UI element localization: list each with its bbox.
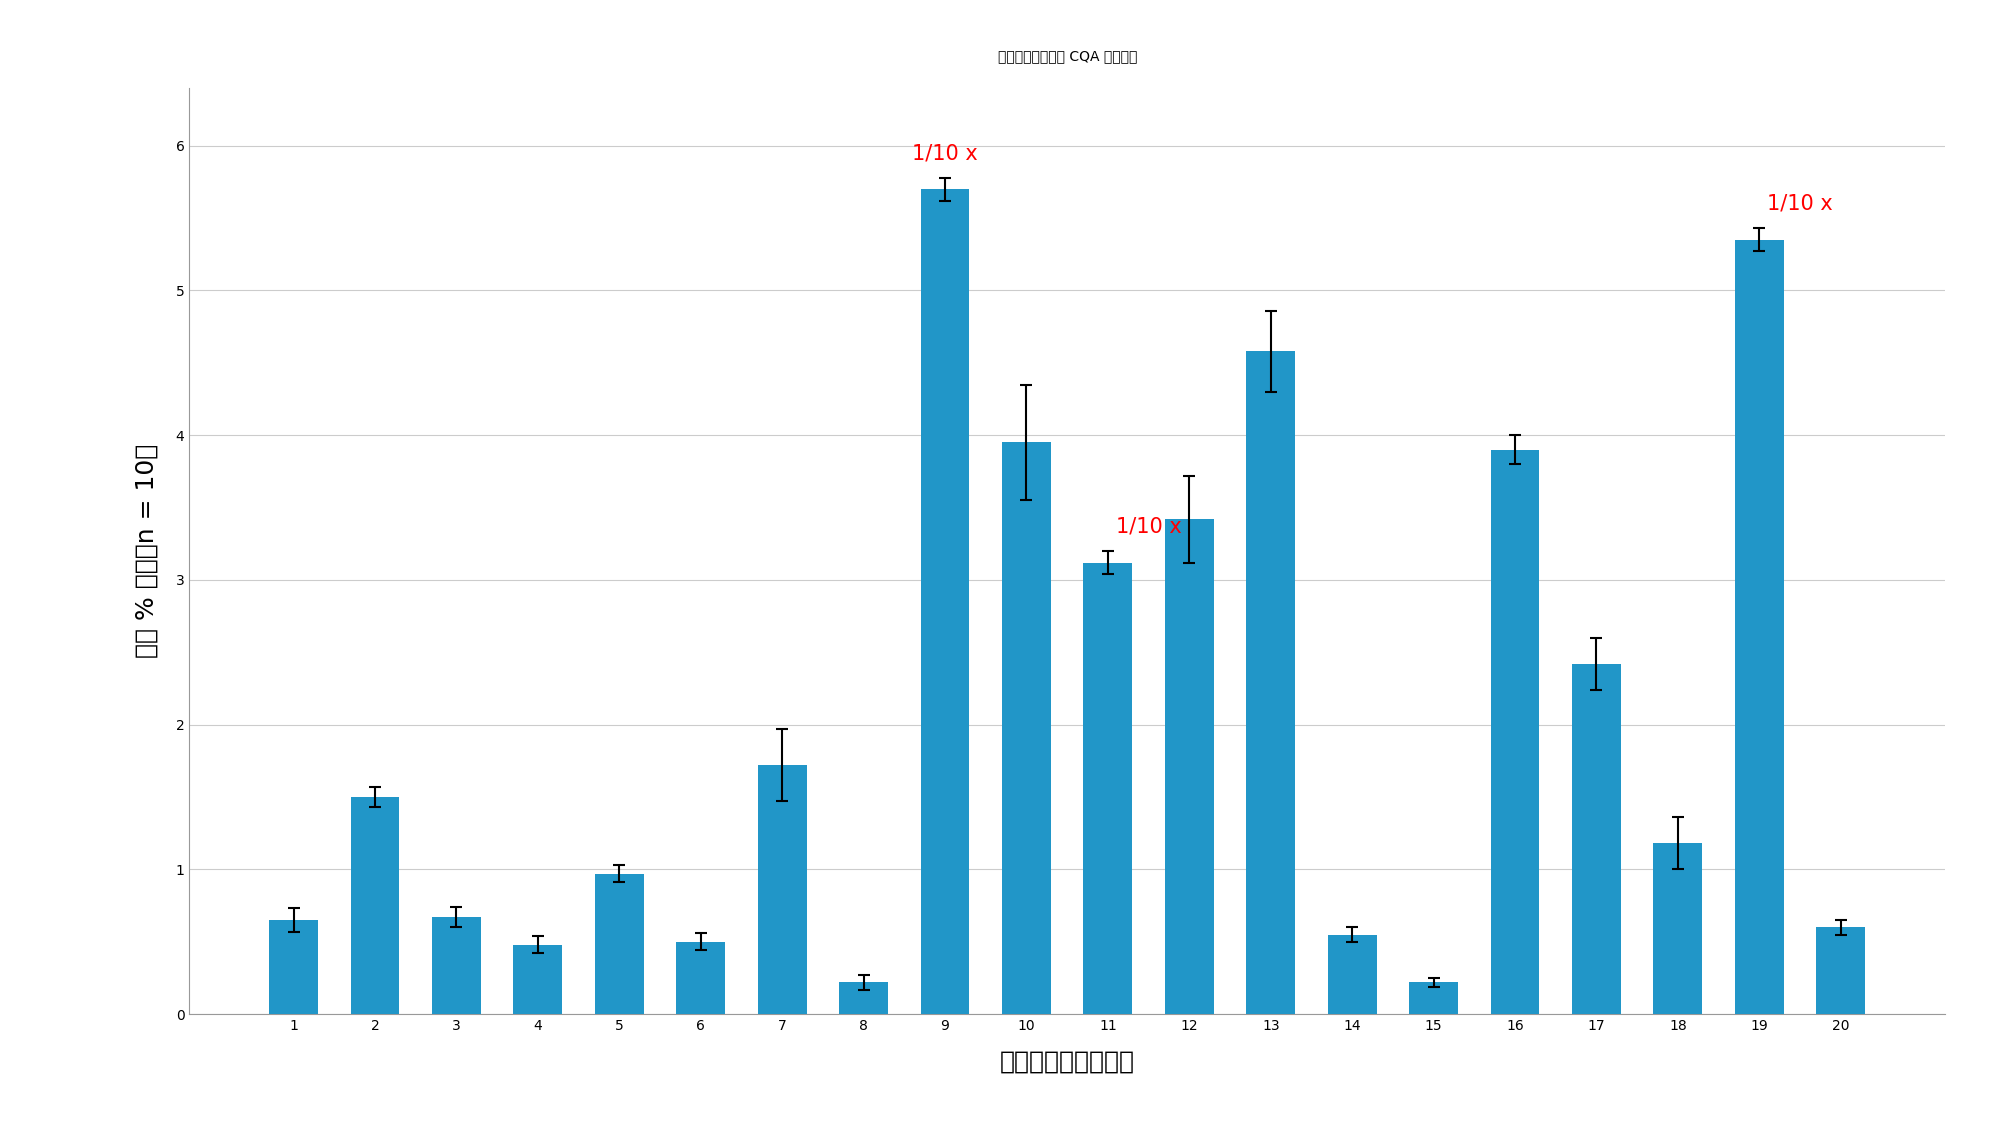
Bar <box>1654 844 1702 1014</box>
Bar <box>1002 442 1050 1014</box>
Bar <box>676 941 726 1014</box>
Title: インフリキシマブ CQA ペプチド: インフリキシマブ CQA ペプチド <box>998 49 1136 64</box>
Bar <box>1734 239 1784 1014</box>
Y-axis label: 平均 % 修飾（n = 10）: 平均 % 修飾（n = 10） <box>134 443 158 658</box>
Bar <box>432 917 480 1014</box>
Bar <box>270 920 318 1014</box>
Bar <box>1246 352 1296 1014</box>
Bar <box>1164 519 1214 1014</box>
Bar <box>350 797 400 1014</box>
Bar <box>1572 663 1620 1014</box>
Bar <box>1328 934 1376 1014</box>
Bar <box>1084 562 1132 1014</box>
Bar <box>758 765 806 1014</box>
Bar <box>514 945 562 1014</box>
Text: 1/10 x: 1/10 x <box>1768 194 1834 213</box>
Bar <box>1490 450 1540 1014</box>
Bar <box>594 873 644 1014</box>
Bar <box>1410 982 1458 1014</box>
Text: 1/10 x: 1/10 x <box>912 143 978 163</box>
Bar <box>1816 928 1866 1014</box>
Bar <box>920 189 970 1014</box>
Bar <box>840 982 888 1014</box>
Text: 1/10 x: 1/10 x <box>1116 516 1182 536</box>
X-axis label: 表１のペプチド番号: 表１のペプチド番号 <box>1000 1050 1134 1074</box>
